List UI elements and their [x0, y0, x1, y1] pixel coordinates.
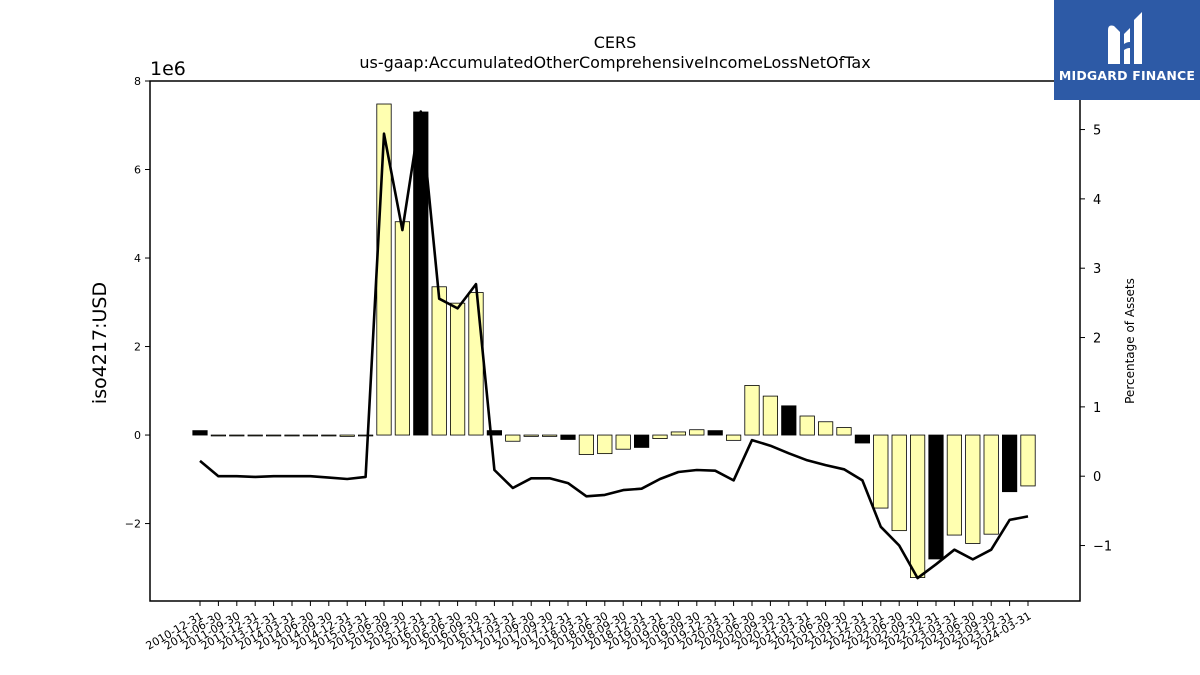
- y-tick-label-4: 4: [134, 252, 141, 265]
- y2-tick-label-4: 4: [1093, 193, 1101, 208]
- bar-2010-12-31: [192, 430, 208, 436]
- bar-2021-06-30: [818, 421, 834, 436]
- percentage-of-assets-line: [199, 110, 1029, 580]
- bar-2020-06-30: [744, 385, 760, 436]
- bar-2017-12-31: [560, 434, 576, 440]
- y-tick-label-6: 6: [134, 164, 141, 177]
- y2-tick-label-1: 1: [1093, 401, 1101, 416]
- bar-2022-06-30: [891, 434, 907, 532]
- y-axis-label: iso4217:USD: [89, 282, 111, 404]
- y-tick-label--2: −2: [125, 518, 141, 531]
- bar-2019-03-31: [652, 434, 668, 439]
- percentage-line-layer: [199, 110, 1029, 580]
- bar-2016-12-31: [486, 430, 503, 436]
- y2-tick-label-5: 5: [1093, 124, 1101, 139]
- bar-2021-03-31: [799, 415, 815, 436]
- y-tick-label-8: 8: [134, 75, 141, 88]
- bar-2022-09-30: [910, 434, 926, 578]
- bar-2018-12-31: [634, 434, 650, 448]
- bar-2020-03-31: [726, 434, 742, 441]
- bar-2014-06-30: [302, 434, 319, 437]
- bar-2018-03-31: [578, 434, 595, 455]
- bar-2015-09-30: [394, 221, 411, 436]
- bar-2021-09-30: [836, 427, 852, 436]
- bar-2024-03-31: [1020, 434, 1036, 487]
- bars: [192, 103, 1036, 578]
- y-axis-right: −1 0 1 2 3 4 5: [1080, 124, 1112, 555]
- bar-2019-09-30: [689, 429, 705, 436]
- bar-2016-06-30: [449, 302, 466, 436]
- bar-2018-09-30: [615, 434, 631, 450]
- bar-2013-12-31: [265, 434, 282, 437]
- bar-2017-06-30: [523, 434, 539, 437]
- y2-tick-label-3: 3: [1093, 262, 1101, 277]
- bar-2015-03-31: [357, 434, 374, 437]
- bar-2011-12-31: [247, 434, 263, 437]
- plot-frame: [149, 80, 1081, 602]
- midgard-m-logo-icon: [1108, 12, 1142, 64]
- bar-2019-12-31: [707, 430, 723, 436]
- bar-2023-09-30: [983, 434, 999, 535]
- y-axis-multiplier: 1e6: [150, 58, 186, 80]
- bar-2023-03-31: [946, 434, 963, 536]
- midgard-finance-logo: MIDGARD FINANCE: [1054, 0, 1200, 100]
- y-tick-label-2: 2: [134, 341, 141, 354]
- x-axis: 2010-12-312011-06-302011-09-302011-12-31…: [144, 601, 1034, 653]
- chart-title: CERS: [594, 33, 637, 52]
- bar-2017-09-30: [542, 434, 558, 437]
- bar-2016-03-31: [431, 286, 447, 436]
- bar-2023-12-31: [1002, 434, 1018, 493]
- bar-2011-09-30: [229, 434, 245, 437]
- bar-2020-09-30: [762, 395, 779, 436]
- bar-2014-09-30: [321, 434, 337, 437]
- bar-2020-12-31: [781, 405, 797, 436]
- chart-subtitle: us-gaap:AccumulatedOtherComprehensiveInc…: [359, 53, 870, 72]
- bar-2014-12-31: [339, 434, 355, 437]
- y2-tick-label-2: 2: [1093, 332, 1101, 347]
- y-axis-left: −2 0 2 4 6 8: [125, 75, 150, 531]
- bar-2022-12-31: [928, 434, 944, 560]
- logo-text: MIDGARD FINANCE: [1058, 68, 1196, 83]
- y-tick-label-0: 0: [134, 429, 141, 442]
- bar-2019-06-30: [670, 431, 687, 436]
- bar-2017-03-31: [505, 434, 521, 442]
- bar-2022-03-31: [873, 434, 889, 509]
- bar-2014-03-31: [284, 434, 300, 437]
- bar-2018-06-30: [597, 434, 613, 455]
- y2-tick-label--1: −1: [1093, 540, 1112, 555]
- bar-2023-06-30: [965, 434, 981, 544]
- bar-2016-09-30: [468, 292, 484, 436]
- bar-2011-06-30: [210, 434, 226, 437]
- y2-tick-label-0: 0: [1093, 470, 1101, 485]
- y2-axis-label: Percentage of Assets: [1123, 278, 1137, 404]
- bar-2021-12-31: [854, 434, 871, 444]
